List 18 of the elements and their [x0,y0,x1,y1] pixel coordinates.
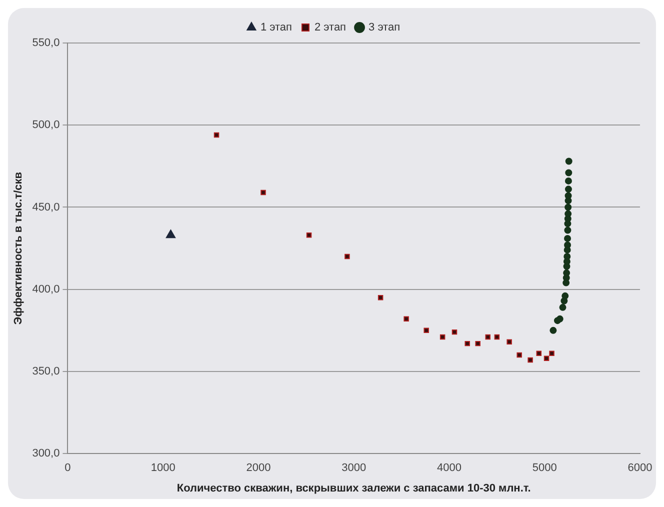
x-tick-label: 6000 [628,462,652,474]
x-tick-label: 0 [64,462,71,474]
legend-label: 1 этап [260,22,292,34]
legend-label: 3 этап [368,22,400,34]
legend-label: 2 этап [314,22,346,34]
y-axis-title: Эффективность в тыс.т/скв [12,172,25,325]
x-tick-label: 3000 [342,462,366,474]
y-tick-label: 300,0 [32,448,60,460]
x-axis-title: Количество скважин, вскрывших залежи с запасами 10-30 млн.т. [176,482,531,494]
x-tick-label: 2000 [246,462,271,474]
y-tick-label: 350,0 [32,366,60,378]
y-tick-label: 550,0 [32,37,60,50]
x-tick-label: 5000 [532,462,557,474]
x-tick-label: 4000 [437,462,462,474]
y-tick-label: 500,0 [32,119,60,132]
y-tick-label: 400,0 [32,283,60,296]
x-tick-label: 1000 [150,462,176,474]
y-tick-label: 450,0 [32,201,60,214]
